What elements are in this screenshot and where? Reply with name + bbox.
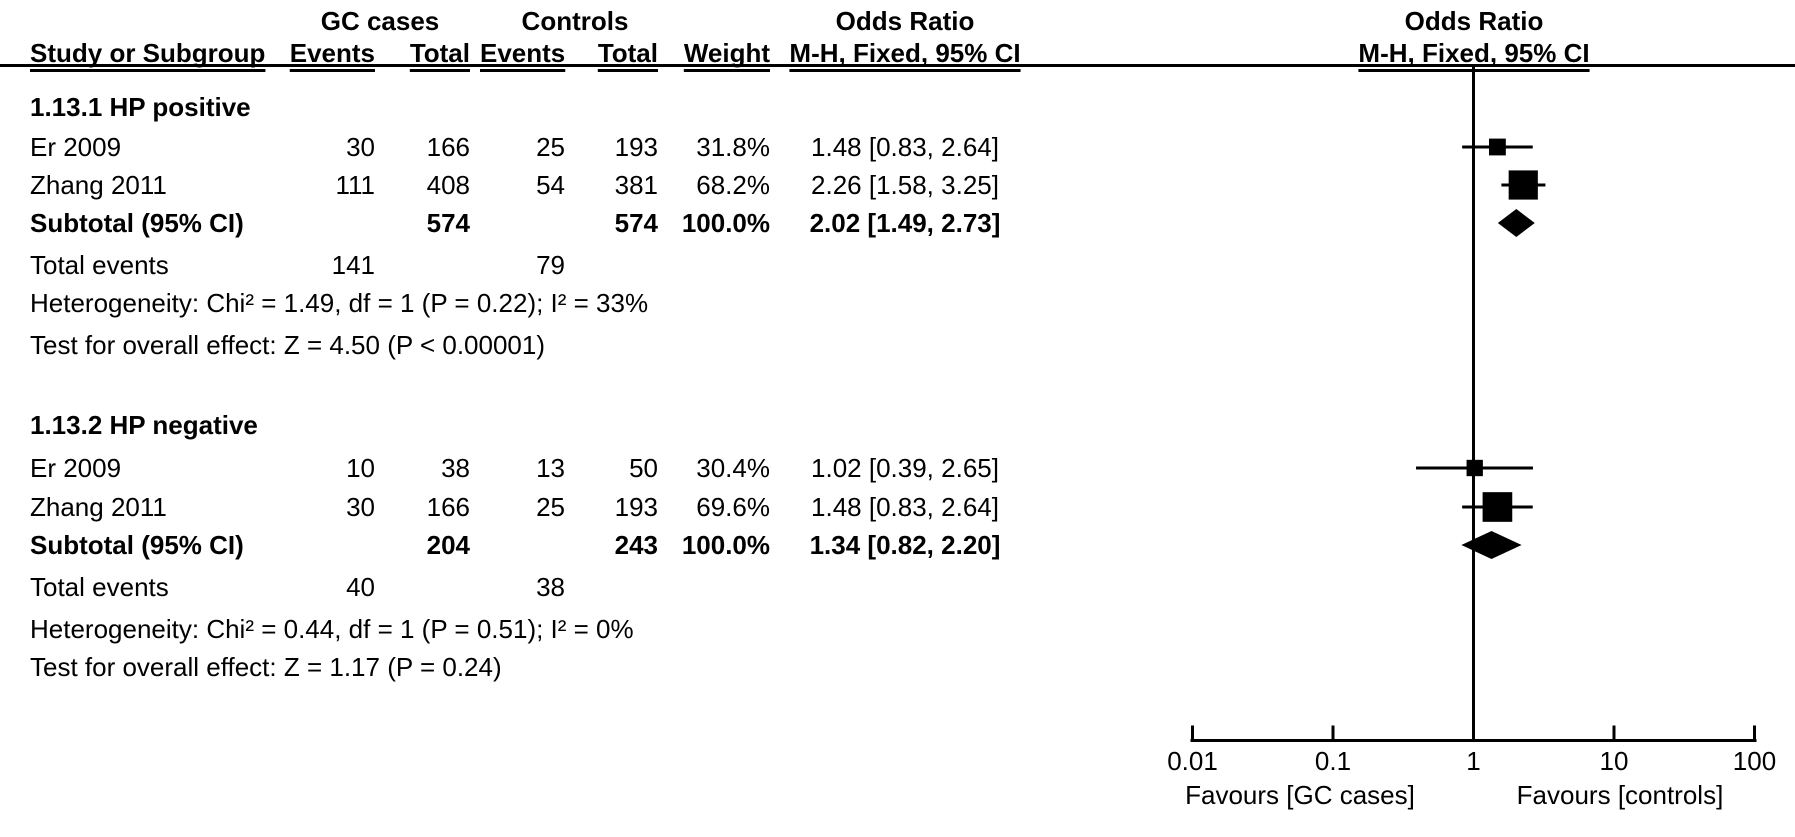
gc-total: 166 xyxy=(426,132,470,162)
study-name: Er 2009 xyxy=(30,132,122,162)
subtotal-weight: 100.0% xyxy=(681,530,770,560)
gc-cases-group-header: GC cases xyxy=(320,6,440,36)
overall-effect-row: Test for overall effect: Z = 1.17 (P = 0… xyxy=(0,648,1795,686)
study-row: Zhang 2011 111 408 54 381 68.2% 2.26 [1.58, 3.… xyxy=(0,166,1795,204)
control-total-col-header: Total xyxy=(597,38,658,68)
tick-label: 10 xyxy=(1599,746,1629,776)
subtotal-label: Subtotal (95% CI) xyxy=(30,208,244,238)
subgroup-title-row: 1.13.1 HP positive xyxy=(0,88,1795,126)
overall-effect-row: Test for overall effect: Z = 4.50 (P < 0… xyxy=(0,326,1795,364)
subtotal-control-total: 574 xyxy=(614,208,658,238)
total-events-row: Total events 141 79 xyxy=(0,246,1795,284)
overall-effect-text: Test for overall effect: Z = 1.17 (P = 0… xyxy=(30,652,502,682)
tick-label: 100 xyxy=(1732,746,1777,776)
gc-total: 408 xyxy=(426,170,470,200)
gc-total: 38 xyxy=(441,453,470,483)
study-name: Zhang 2011 xyxy=(30,492,167,522)
controls-group-header: Controls xyxy=(521,6,629,36)
subtotal-gc-total: 574 xyxy=(426,208,470,238)
gc-events: 30 xyxy=(346,492,375,522)
total-events-gc: 141 xyxy=(331,250,375,280)
total-events-label: Total events xyxy=(30,250,169,280)
gc-total-col-header: Total xyxy=(409,38,470,68)
study-row: Er 2009 30 166 25 193 31.8% 1.48 [0.83, 2.64] xyxy=(0,128,1795,166)
or-ci-value: 1.48 [0.83, 2.64] xyxy=(811,132,999,162)
header-rule xyxy=(0,64,1795,67)
heterogeneity-text: Heterogeneity: Chi² = 0.44, df = 1 (P = … xyxy=(30,614,634,644)
or-ci-value: 1.48 [0.83, 2.64] xyxy=(811,492,999,522)
total-events-gc: 40 xyxy=(346,572,375,602)
total-events-row: Total events 40 38 xyxy=(0,568,1795,606)
weight-value: 69.6% xyxy=(696,492,770,522)
pooled-diamond xyxy=(1497,209,1535,237)
control-events: 25 xyxy=(536,132,565,162)
gc-total: 166 xyxy=(426,492,470,522)
weight-col-header: Weight xyxy=(683,38,770,68)
or-ci-value: 1.02 [0.39, 2.65] xyxy=(811,453,999,483)
study-name: Zhang 2011 xyxy=(30,170,167,200)
subgroup-title: 1.13.2 HP negative xyxy=(30,410,258,440)
subtotal-control-total: 243 xyxy=(614,530,658,560)
control-total: 193 xyxy=(614,492,658,522)
or-point-square xyxy=(1482,492,1513,522)
subgroup-title-row: 1.13.2 HP negative xyxy=(0,406,1795,444)
odds-ratio-col-title: Odds Ratio xyxy=(835,6,975,36)
gc-events: 30 xyxy=(346,132,375,162)
control-events: 54 xyxy=(536,170,565,200)
heterogeneity-row: Heterogeneity: Chi² = 0.44, df = 1 (P = … xyxy=(0,610,1795,648)
total-events-control: 79 xyxy=(536,250,565,280)
or-ci-value: 2.26 [1.58, 3.25] xyxy=(811,170,999,200)
control-events-col-header: Events xyxy=(480,38,566,68)
weight-value: 68.2% xyxy=(696,170,770,200)
subtotal-row: Subtotal (95% CI) 204 243 100.0% 1.34 [0.82,… xyxy=(0,526,1795,564)
tick-label: 1 xyxy=(1466,746,1481,776)
subtotal-or-ci: 1.34 [0.82, 2.20] xyxy=(809,530,1001,560)
control-total: 193 xyxy=(614,132,658,162)
favours-right-label: Favours [controls] xyxy=(1516,780,1724,810)
total-events-control: 38 xyxy=(536,572,565,602)
heterogeneity-row: Heterogeneity: Chi² = 1.49, df = 1 (P = … xyxy=(0,284,1795,322)
subtotal-row: Subtotal (95% CI) 574 574 100.0% 2.02 [1.49,… xyxy=(0,204,1795,242)
tick-label: 0.1 xyxy=(1314,746,1352,776)
study-row: Er 2009 10 38 13 50 30.4% 1.02 [0.39, 2.65] xyxy=(0,449,1795,487)
overall-effect-text: Test for overall effect: Z = 4.50 (P < 0… xyxy=(30,330,545,360)
favours-left-label: Favours [GC cases] xyxy=(1185,780,1415,810)
subtotal-weight: 100.0% xyxy=(681,208,770,238)
control-total: 381 xyxy=(614,170,658,200)
subgroup-title: 1.13.1 HP positive xyxy=(30,92,251,122)
weight-value: 30.4% xyxy=(696,453,770,483)
or-point-square xyxy=(1466,459,1483,477)
method-plot-header: M-H, Fixed, 95% CI xyxy=(1358,38,1590,68)
control-events: 25 xyxy=(536,492,565,522)
tick-label: 0.01 xyxy=(1167,746,1218,776)
heterogeneity-text: Heterogeneity: Chi² = 1.49, df = 1 (P = … xyxy=(30,288,649,318)
study-name: Er 2009 xyxy=(30,453,122,483)
study-row: Zhang 2011 30 166 25 193 69.6% 1.48 [0.83, 2.6… xyxy=(0,488,1795,526)
gc-events: 111 xyxy=(335,170,375,200)
gc-events-col-header: Events xyxy=(289,38,375,68)
subtotal-or-ci: 2.02 [1.49, 2.73] xyxy=(809,208,1001,238)
odds-ratio-plot-title: Odds Ratio xyxy=(1404,6,1544,36)
subtotal-gc-total: 204 xyxy=(426,530,470,560)
control-total: 50 xyxy=(629,453,658,483)
or-point-square xyxy=(1508,170,1538,200)
column-header-row: Study or Subgroup Events Total Events To… xyxy=(0,34,1795,72)
gc-events: 10 xyxy=(346,453,375,483)
total-events-label: Total events xyxy=(30,572,169,602)
method-col-header: M-H, Fixed, 95% CI xyxy=(789,38,1021,68)
control-events: 13 xyxy=(536,453,565,483)
weight-value: 31.8% xyxy=(696,132,770,162)
pooled-diamond xyxy=(1461,531,1522,559)
or-point-square xyxy=(1489,138,1506,156)
subtotal-label: Subtotal (95% CI) xyxy=(30,530,244,560)
study-col-header: Study or Subgroup xyxy=(30,38,266,68)
group-header-row: GC cases Controls Odds Ratio Odds Ratio xyxy=(0,2,1795,40)
